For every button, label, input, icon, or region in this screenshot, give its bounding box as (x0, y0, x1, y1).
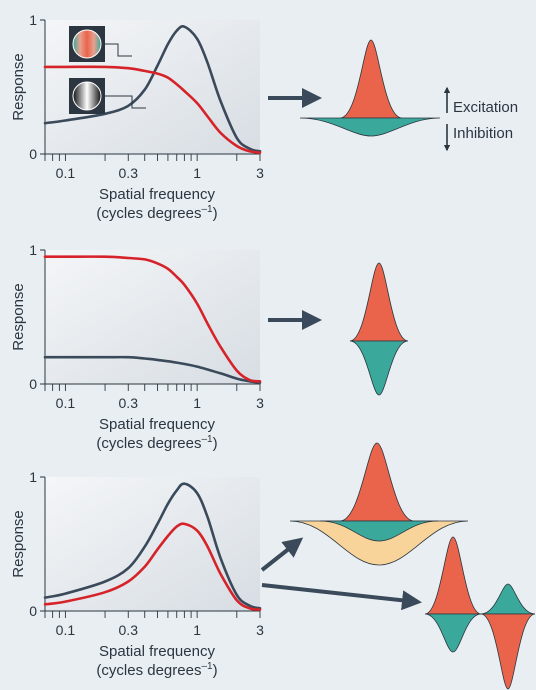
x-tick-label: 3 (256, 395, 264, 411)
y-tick-label: 0 (29, 146, 37, 162)
x-tick-label: 0.3 (119, 165, 139, 181)
x-tick-label: 1 (193, 165, 201, 181)
excitation-lobe (481, 614, 535, 689)
x-tick-label: 0.1 (56, 622, 76, 638)
y-tick-label: 1 (29, 12, 37, 28)
x-axis-label: Spatial frequency (99, 643, 215, 660)
panel-2-chart: 0 1 0.1 0.3 1 3 Response Spatial frequency(cycl… (10, 242, 264, 452)
inhibition-label: Inhibition (453, 125, 513, 142)
inhibition-lobe (300, 118, 440, 136)
arrow-panel-3-lower (262, 585, 418, 602)
excitation-inhibition-legend: Excitation Inhibition (447, 88, 518, 150)
x-tick-label: 0.3 (119, 622, 139, 638)
receptive-field-profile-3 (290, 443, 468, 565)
excitation-label: Excitation (453, 99, 518, 116)
y-tick-label: 1 (29, 242, 37, 258)
x-tick-label: 1 (193, 622, 201, 638)
x-axis-unit-label: (cycles degrees–1) (96, 204, 217, 222)
x-axis-label: Spatial frequency (99, 416, 215, 433)
x-axis-unit-label: (cycles degrees–1) (96, 434, 217, 452)
arrow-panel-3-upper (262, 540, 300, 570)
x-tick-label: 3 (256, 622, 264, 638)
x-tick-label: 3 (256, 165, 264, 181)
panel-1-chart: 0 1 0.1 0.3 1 3 Response Spatial frequency(cycl… (10, 12, 264, 222)
excitation-lobe (350, 263, 408, 341)
y-axis-label: Response (10, 283, 27, 351)
y-tick-label: 0 (29, 603, 37, 619)
x-tick-label: 1 (193, 395, 201, 411)
inhibition-lobe (350, 341, 408, 395)
y-tick-label: 0 (29, 376, 37, 392)
x-axis-unit-label: (cycles degrees–1) (96, 661, 217, 679)
y-axis-label: Response (10, 53, 27, 121)
x-tick-label: 0.1 (56, 395, 76, 411)
panel-3-chart: 0 1 0.1 0.3 1 3 Response Spatial frequency(cycl… (10, 469, 264, 679)
excitation-lobe (425, 537, 481, 614)
luminance-grating-icon (73, 82, 101, 110)
x-tick-label: 0.3 (119, 395, 139, 411)
receptive-field-profile-4 (425, 537, 535, 689)
excitation-lobe (340, 443, 414, 521)
x-axis-label: Spatial frequency (99, 186, 215, 203)
receptive-field-profile-1 (300, 40, 440, 136)
excitation-lobe (340, 40, 402, 118)
x-tick-label: 0.1 (56, 165, 76, 181)
color-grating-icon (73, 30, 101, 58)
inhibition-lobe (481, 584, 535, 614)
y-tick-label: 1 (29, 469, 37, 485)
inhibition-lobe (425, 614, 481, 652)
plot-background (45, 250, 260, 384)
receptive-field-profile-2 (350, 263, 408, 395)
y-axis-label: Response (10, 510, 27, 578)
